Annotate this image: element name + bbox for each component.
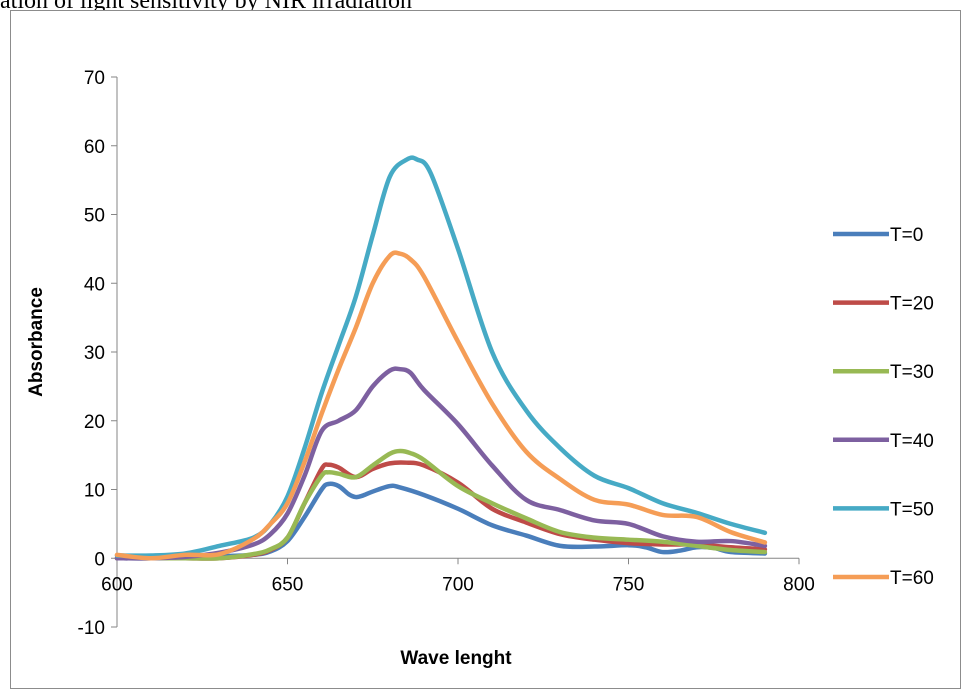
series-line-t-40: [114, 366, 768, 561]
chart-frame: -10 0 10 20 30 40 50 60 70 600 650 700 750 800 Absor…: [10, 10, 961, 689]
legend-item: T=30: [833, 362, 934, 383]
x-tick-label: 600: [101, 574, 133, 595]
legend: T=0 T=20 T=30 T=40 T=50 T=60: [833, 225, 934, 589]
y-tick-label: 10: [84, 481, 105, 502]
legend-label: T=40: [890, 431, 934, 452]
y-axis-ticks: -10 0 10 20 30 40 50 60 70: [78, 68, 117, 639]
legend-label: T=20: [890, 294, 934, 315]
series-line-t-50: [114, 155, 768, 558]
x-tick-label: 750: [613, 574, 645, 595]
series-line-t-30: [114, 448, 768, 561]
legend-item: T=50: [833, 499, 934, 520]
figure-caption: ation of light sensitivity by NIR irradi…: [0, 0, 412, 14]
y-tick-label: 40: [84, 274, 105, 295]
x-tick-label: 800: [783, 574, 815, 595]
y-tick-label: 60: [84, 137, 105, 158]
legend-label: T=30: [890, 362, 934, 383]
legend-item: T=20: [833, 294, 934, 315]
legend-label: T=60: [890, 568, 934, 589]
legend-item: T=40: [833, 431, 934, 452]
series-line-t-60: [114, 250, 768, 561]
y-tick-label: 50: [84, 206, 105, 227]
legend-item: T=0: [833, 225, 923, 246]
y-tick-label: 0: [94, 549, 105, 570]
y-axis-title: Absorbance: [26, 287, 47, 397]
x-axis-title: Wave lenght: [400, 648, 512, 669]
legend-label: T=50: [890, 499, 934, 520]
line-chart: -10 0 10 20 30 40 50 60 70 600 650 700 750 800 Absor…: [26, 68, 934, 669]
legend-item: T=60: [833, 568, 934, 589]
series-lines: [114, 155, 768, 561]
y-tick-label: -10: [78, 618, 105, 639]
x-tick-label: 700: [442, 574, 474, 595]
x-axis-ticks: 600 650 700 750 800: [101, 558, 815, 595]
x-tick-label: 650: [272, 574, 304, 595]
y-tick-label: 70: [84, 68, 105, 89]
legend-label: T=0: [890, 225, 923, 246]
y-tick-label: 30: [84, 343, 105, 364]
y-tick-label: 20: [84, 412, 105, 433]
axes: -10 0 10 20 30 40 50 60 70 600 650 700 750 800: [78, 68, 815, 639]
